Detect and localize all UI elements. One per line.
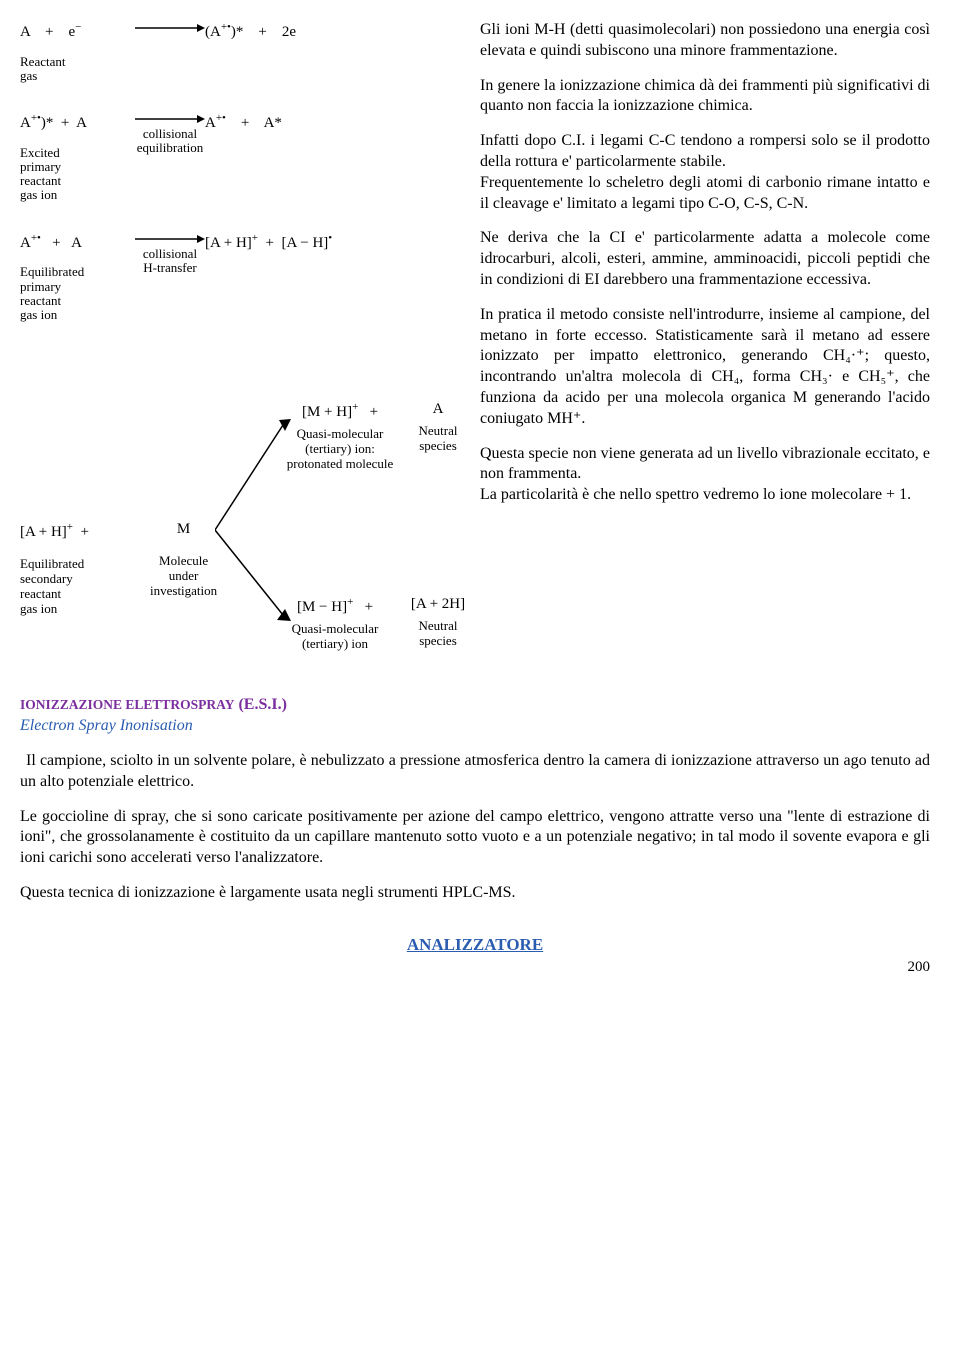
branch-dn1: [M − H]	[297, 599, 347, 615]
r2-arrow-label: collisional equilibration	[135, 127, 205, 156]
r3-rhs2: [A − H]	[281, 235, 328, 251]
branch-lhs-label: Equilibrated secondary reactant gas ion	[20, 557, 89, 617]
r3-rhs1-sup: +	[252, 232, 258, 244]
r3-lhs: A	[20, 235, 31, 251]
branch-plus: +	[81, 524, 89, 540]
arrow-icon: collisional H-transfer	[135, 231, 205, 276]
r2-plus: +	[61, 115, 69, 131]
branch-dn-plus: +	[365, 599, 373, 615]
r2-rhs-plus: +	[241, 115, 249, 131]
branch-diagram: [A + H]+ + Equilibrated secondary reacta…	[20, 390, 460, 670]
sec-p1: Il campione, sciolto in un solvente pola…	[20, 751, 930, 793]
r1-rhs-a: (A	[205, 24, 221, 40]
r3-label: Equilibrated primary reactant gas ion	[20, 265, 135, 322]
r1-rhs-close: )*	[231, 24, 244, 40]
r2-rhs-sup: +•	[216, 112, 226, 124]
branch-lhs-sup: +	[67, 521, 73, 533]
r2-rhs-astar: A*	[264, 115, 282, 131]
page-number: 200	[20, 958, 930, 978]
section-title: IONIZZAZIONE ELETTROSPRAY (E.S.I.)	[20, 695, 930, 716]
right-p7: Questa specie non viene generata ad un l…	[480, 444, 930, 486]
branch-up1-sup: +	[352, 401, 358, 413]
right-p8: La particolarità è che nello spettro ved…	[480, 485, 930, 506]
branch-dn2: [A + 2H]	[411, 596, 465, 612]
r1-plus: +	[45, 24, 53, 40]
branch-dn2-label: Neutral species	[403, 619, 473, 649]
r2-rhs: A	[205, 115, 216, 131]
r3-lhs-sup: +•	[31, 232, 41, 244]
r3-a: A	[71, 235, 82, 251]
right-p6: In pratica il metodo consiste nell'intro…	[480, 305, 930, 430]
top-section: A + e− Reactant gas (A+•)* + 2e A	[20, 20, 930, 670]
r3-rhs-plus: +	[266, 235, 274, 251]
r1-species-a: A	[20, 24, 30, 40]
r1-label: Reactant gas	[20, 55, 135, 84]
reaction-2: A+•)* + A Excited primary reactant gas i…	[20, 111, 460, 203]
r2-label: Excited primary reactant gas ion	[20, 146, 135, 203]
r3-rhs1: [A + H]	[205, 235, 252, 251]
title-abbr: (E.S.I.)	[234, 696, 286, 713]
sec-p2: Le goccioline di spray, che si sono cari…	[20, 807, 930, 869]
right-p4: Frequentemente lo scheletro degli atomi …	[480, 173, 930, 215]
analizzatore-heading: ANALIZZATORE	[20, 934, 930, 956]
branch-arrows-icon	[215, 415, 295, 635]
right-p5: Ne deriva che la CI e' particolarmente a…	[480, 228, 930, 290]
section-subtitle: Electron Spray Inonisation	[20, 716, 930, 737]
branch-m-label: Molecule under investigation	[150, 554, 217, 599]
branch-dn1-sup: +	[347, 596, 353, 608]
r2-lhs-sup: +•	[31, 112, 41, 124]
r1-rhs-sup: +•	[221, 21, 231, 33]
reaction-3: A+• + A Equilibrated primary reactant ga…	[20, 231, 460, 323]
r3-arrow-label: collisional H-transfer	[135, 247, 205, 276]
branch-up-plus: +	[370, 404, 378, 420]
branch-dn1-label: Quasi-molecular (tertiary) ion	[285, 622, 385, 652]
r3-plus: +	[52, 235, 60, 251]
r2-lhs: A	[20, 115, 31, 131]
r2-star: )*	[41, 115, 54, 131]
branch-up2: A	[433, 401, 444, 417]
branch-m: M	[177, 521, 190, 537]
arrow-icon	[135, 20, 205, 34]
right-p2: In genere la ionizzazione chimica dà dei…	[480, 76, 930, 118]
branch-lhs: [A + H]	[20, 524, 67, 540]
r1-rhs-plus: +	[258, 24, 266, 40]
branch-up2-label: Neutral species	[413, 424, 463, 454]
r1-e-sup: −	[75, 21, 81, 33]
right-p3: Infatti dopo C.I. i legami C-C tendono a…	[480, 131, 930, 173]
branch-up1: [M + H]	[302, 404, 352, 420]
sec-p3: Questa tecnica di ionizzazione è largame…	[20, 883, 930, 904]
title-small: IONIZZAZIONE ELETTROSPRAY	[20, 697, 234, 712]
reaction-1: A + e− Reactant gas (A+•)* + 2e	[20, 20, 460, 83]
branch-up1-label: Quasi-molecular (tertiary) ion: protonat…	[285, 427, 395, 472]
arrow-icon: collisional equilibration	[135, 111, 205, 156]
r3-rhs2-sup: •	[328, 232, 332, 244]
r1-rhs-2e: 2e	[282, 24, 296, 40]
diagram-column: A + e− Reactant gas (A+•)* + 2e A	[20, 20, 460, 670]
right-p1: Gli ioni M-H (detti quasimolecolari) non…	[480, 20, 930, 62]
r2-a: A	[76, 115, 87, 131]
right-text-column: Gli ioni M-H (detti quasimolecolari) non…	[480, 20, 930, 670]
